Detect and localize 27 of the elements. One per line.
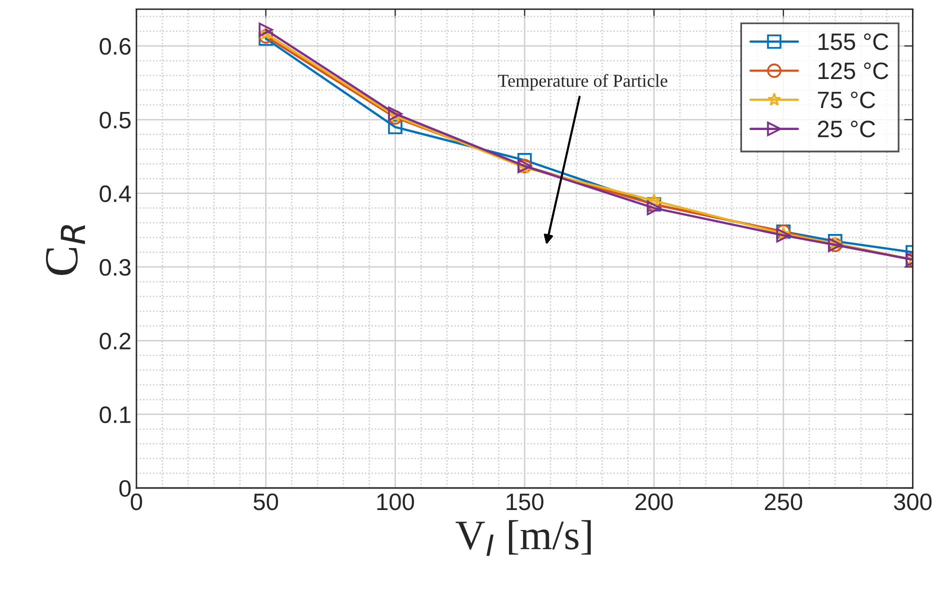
point — [258, 26, 273, 40]
x-tick-label: 300 — [894, 493, 932, 510]
point — [258, 22, 273, 37]
y-tick-label: 0.6 — [100, 38, 131, 55]
legend-label: 75 °C — [818, 92, 876, 108]
x-tick-label: 50 — [254, 493, 278, 510]
point — [646, 200, 662, 216]
legend-label: 155 °C — [818, 33, 888, 50]
point — [647, 194, 661, 207]
x-tick-label: 200 — [635, 493, 673, 510]
y-axis-title: C$_{R}$ — [46, 225, 85, 275]
point — [388, 120, 402, 134]
legend-label: 125 °C — [818, 62, 888, 80]
x-tick-label: 0 — [130, 493, 142, 510]
x-tick-label: 250 — [764, 493, 802, 510]
y-tick-label: 0.3 — [100, 259, 131, 276]
y-tick-label: 0 — [119, 480, 131, 497]
x-tick-label: 100 — [377, 493, 414, 510]
y-tick-label: 0.4 — [100, 185, 131, 202]
point — [776, 228, 791, 242]
x-axis-title: V$_{I}$ [m/s] — [456, 520, 591, 556]
x-tick-label: 150 — [506, 493, 544, 510]
legend-label: 25 °C — [818, 120, 876, 138]
y-tick-label: 0.2 — [100, 332, 130, 350]
annotation: Temperature of Particle — [498, 74, 668, 91]
y-tick-label: 0.5 — [100, 112, 131, 128]
y-tick-label: 0.1 — [100, 406, 130, 424]
